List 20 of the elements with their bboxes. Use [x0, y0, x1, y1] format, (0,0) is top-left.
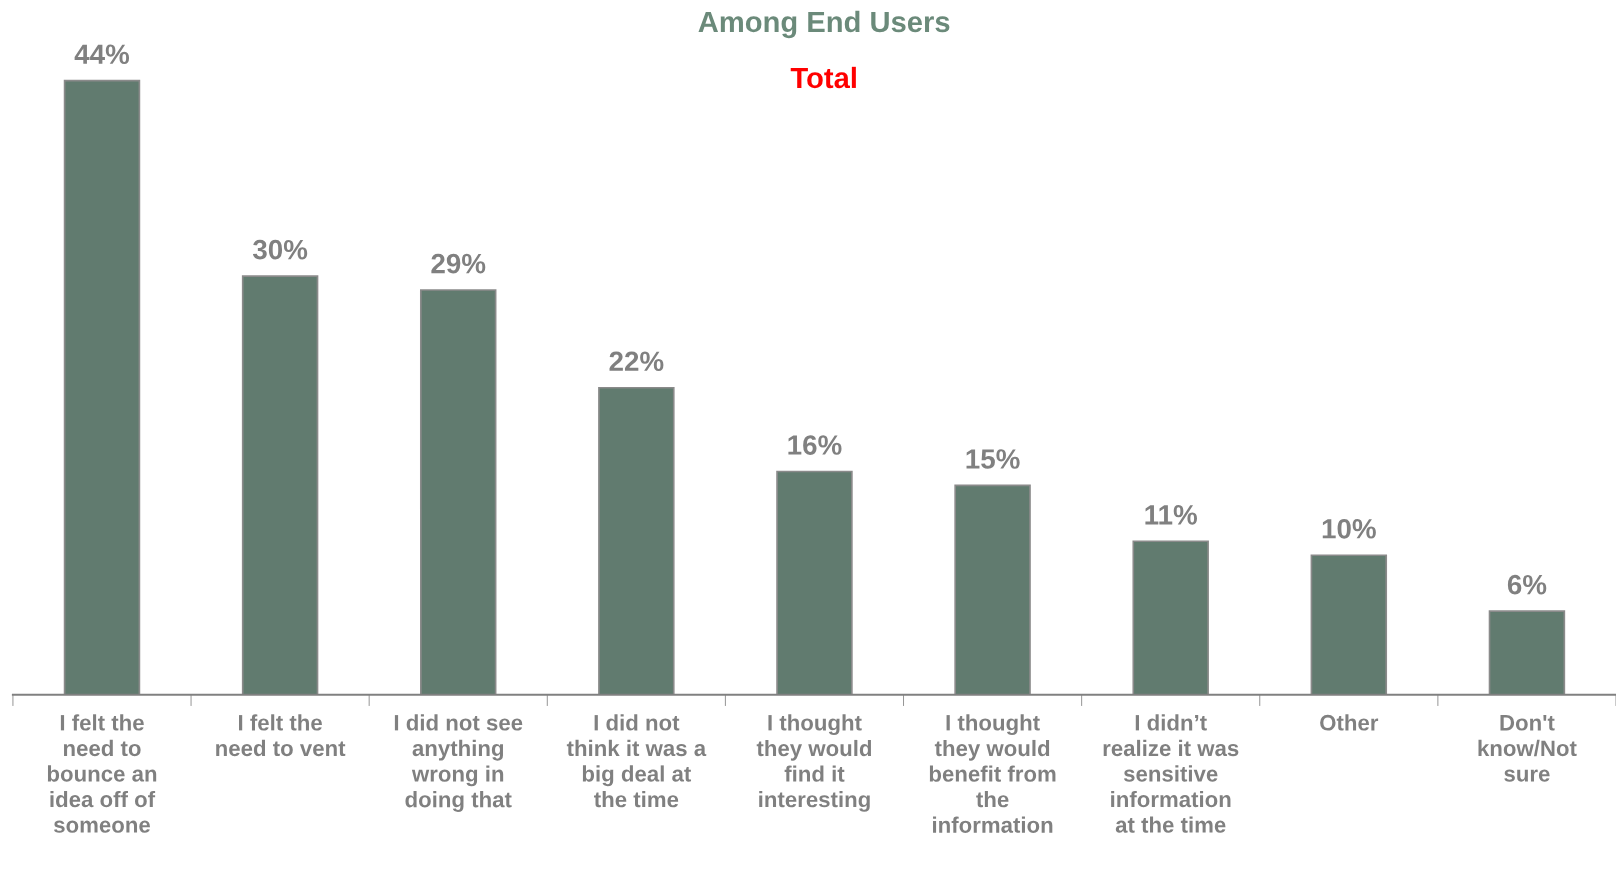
data-label: 10%	[1322, 518, 1376, 539]
data-label: 22%	[609, 351, 664, 372]
data-label: 29%	[431, 253, 486, 274]
x-tick-label: I did not see anything wrong in doing that	[394, 714, 523, 812]
x-tick-label: I felt the need to vent	[216, 714, 346, 757]
data-label: 15%	[966, 449, 1020, 469]
x-tick-label: I didn’t realize it was sensitive information at the time	[1103, 714, 1239, 833]
data-label: 6%	[1507, 574, 1547, 595]
x-tick-label: Other	[1320, 714, 1379, 731]
data-label: 44%	[74, 44, 130, 65]
x-tick-label: I thought they would find it interesting	[756, 714, 872, 812]
data-label: 30%	[252, 239, 308, 260]
chart-subtitle: Total	[790, 66, 856, 89]
x-tick-label: I did not think it was a big deal at the time	[566, 714, 707, 808]
data-label: 11%	[1145, 505, 1198, 525]
x-tick-label: Don't know/Not sure	[1478, 715, 1577, 782]
data-label: 16%	[788, 435, 842, 455]
chart-title: Among End Users	[698, 10, 950, 39]
x-tick-label: I felt the need to bounce an idea off of someone	[47, 714, 157, 833]
x-tick-label: I thought they would benefit from the information	[929, 714, 1056, 833]
